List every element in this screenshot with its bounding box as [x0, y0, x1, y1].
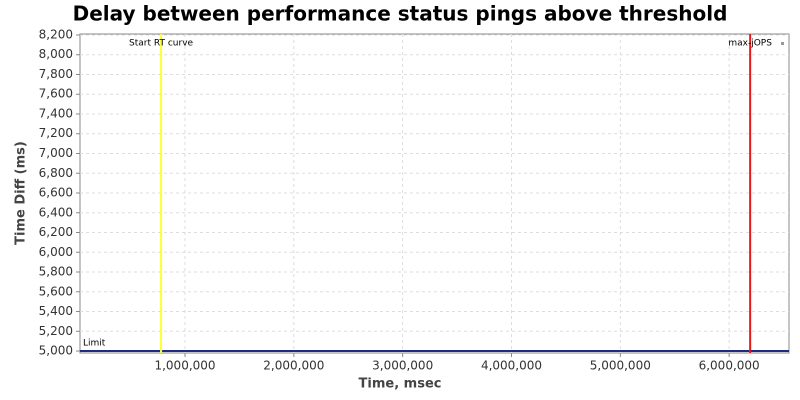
- x-tick-label: 4,000,000: [481, 359, 542, 373]
- x-tick-label: 2,000,000: [263, 359, 324, 373]
- y-tick-label: 7,200: [39, 126, 73, 140]
- y-tick-label: 8,000: [39, 47, 73, 61]
- y-tick-label: 6,800: [39, 166, 73, 180]
- y-tick-label: 8,200: [39, 27, 73, 41]
- y-tick-label: 5,800: [39, 265, 73, 279]
- y-tick-label: 5,200: [39, 324, 73, 338]
- y-tick-label: 7,400: [39, 106, 73, 120]
- y-tick-label: 6,000: [39, 245, 73, 259]
- y-tick-label: 7,800: [39, 67, 73, 81]
- marker-label: max-jOPS: [728, 39, 772, 49]
- x-tick-label: 5,000,000: [590, 359, 651, 373]
- y-tick-label: 6,600: [39, 186, 73, 200]
- chart-title: Delay between performance status pings a…: [73, 2, 728, 26]
- marker-label: Start RT curve: [129, 39, 193, 49]
- y-tick-label: 6,400: [39, 205, 73, 219]
- y-tick-label: 6,200: [39, 225, 73, 239]
- y-axis-label: Time Diff (ms): [14, 141, 29, 245]
- legend-swatch: [781, 42, 784, 45]
- x-tick-label: 3,000,000: [372, 359, 433, 373]
- y-tick-label: 5,600: [39, 284, 73, 298]
- y-tick-label: 5,000: [39, 344, 73, 358]
- limit-label: Limit: [83, 339, 106, 349]
- x-tick-label: 1,000,000: [154, 359, 215, 373]
- y-tick-label: 7,000: [39, 146, 73, 160]
- x-axis-label: Time, msec: [359, 377, 442, 392]
- y-tick-label: 5,400: [39, 304, 73, 318]
- y-tick-label: 7,600: [39, 87, 73, 101]
- x-tick-label: 6,000,000: [699, 359, 760, 373]
